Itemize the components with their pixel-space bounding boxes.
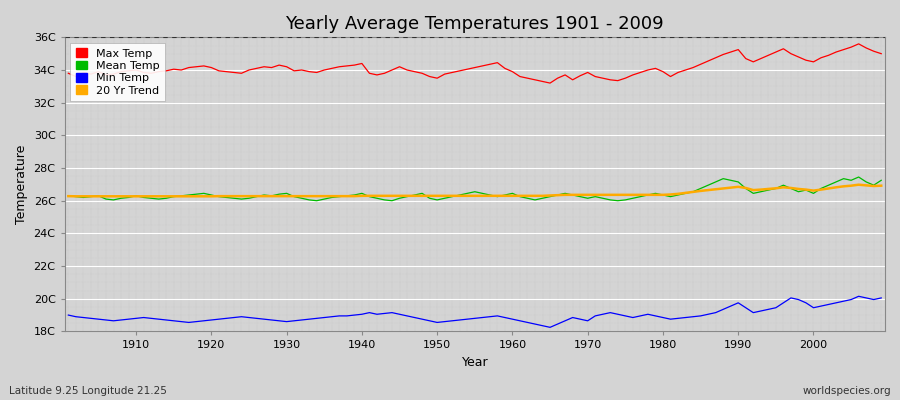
- X-axis label: Year: Year: [462, 356, 488, 369]
- Y-axis label: Temperature: Temperature: [15, 145, 28, 224]
- Title: Yearly Average Temperatures 1901 - 2009: Yearly Average Temperatures 1901 - 2009: [285, 15, 664, 33]
- Text: Latitude 9.25 Longitude 21.25: Latitude 9.25 Longitude 21.25: [9, 386, 166, 396]
- Legend: Max Temp, Mean Temp, Min Temp, 20 Yr Trend: Max Temp, Mean Temp, Min Temp, 20 Yr Tre…: [70, 43, 165, 101]
- Text: worldspecies.org: worldspecies.org: [803, 386, 891, 396]
